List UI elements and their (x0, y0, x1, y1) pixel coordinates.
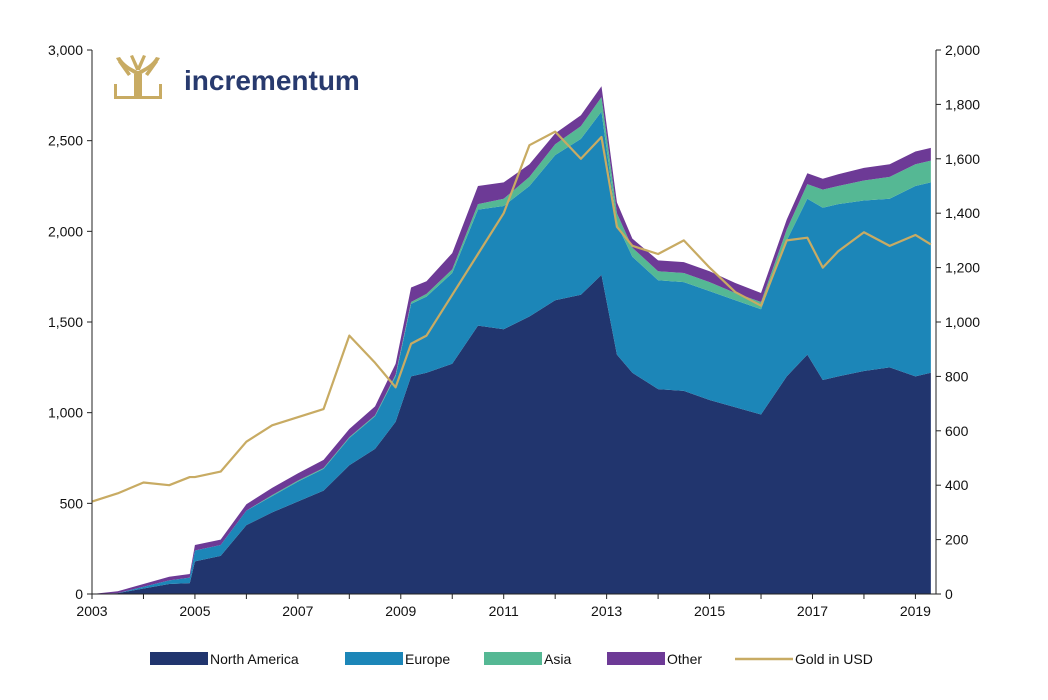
brand-name: incrementum (184, 65, 360, 96)
x-tick-label: 2017 (797, 603, 828, 619)
y-left-tick-label: 0 (75, 586, 83, 602)
y-right-tick-label: 600 (945, 423, 969, 439)
stacked-areas (92, 86, 931, 595)
y-left-tick-label: 2,500 (48, 133, 83, 149)
legend-item-north-america: North America (150, 651, 299, 667)
gold-price-line (91, 130, 932, 503)
y-right-tick-label: 1,400 (945, 205, 980, 221)
y-left-tick-label: 2,000 (48, 223, 83, 239)
x-tick-label: 2009 (385, 603, 416, 619)
y-right-tick-label: 0 (945, 586, 953, 602)
x-tick-label: 2019 (900, 603, 931, 619)
chart-axes: 0 500 1,000 1,500 2,000 2,500 3,000 0 200 400 600 8… (48, 42, 980, 619)
x-tick-label: 2003 (76, 603, 107, 619)
y-left-tick-label: 3,000 (48, 42, 83, 58)
y-right-tick-label: 1,200 (945, 260, 980, 276)
area-asia (92, 97, 931, 594)
legend-label: Other (667, 651, 702, 667)
legend-label: Asia (544, 651, 571, 667)
legend-swatch (607, 652, 665, 665)
y-right-tick-label: 1,000 (945, 314, 980, 330)
legend-item-other: Other (607, 651, 702, 667)
y-right-tick-label: 2,000 (945, 42, 980, 58)
y-right-tick-label: 200 (945, 532, 969, 548)
area-other (92, 86, 931, 595)
area-north-america (92, 274, 931, 594)
y-right-tick-label: 1,800 (945, 96, 980, 112)
legend-item-asia: Asia (484, 651, 571, 667)
x-tick-label: 2007 (282, 603, 313, 619)
y-right-tick-label: 800 (945, 368, 969, 384)
y-right-tick-label: 1,600 (945, 151, 980, 167)
legend-label: Europe (405, 651, 450, 667)
x-tick-label: 2015 (694, 603, 725, 619)
legend-item-europe: Europe (345, 651, 450, 667)
legend-swatch (484, 652, 542, 665)
x-tick-label: 2013 (591, 603, 622, 619)
y-left-tick-label: 500 (60, 495, 84, 511)
line-gold-in-usd (91, 130, 932, 503)
chart-legend: North America Europe Asia Other Gold in USD (150, 651, 873, 667)
tree-icon (114, 55, 162, 99)
brand-logo: incrementum (114, 55, 360, 99)
x-tick-label: 2005 (179, 603, 210, 619)
legend-swatch (345, 652, 403, 665)
y-right-tick-label: 400 (945, 477, 969, 493)
x-tick-label: 2011 (489, 603, 519, 619)
area-europe (92, 111, 931, 595)
y-left-tick-label: 1,500 (48, 314, 83, 330)
legend-item-gold-in-usd: Gold in USD (735, 651, 873, 667)
legend-label: North America (210, 651, 299, 667)
legend-swatch (150, 652, 208, 665)
y-left-tick-label: 1,000 (48, 405, 83, 421)
legend-label: Gold in USD (795, 651, 873, 667)
